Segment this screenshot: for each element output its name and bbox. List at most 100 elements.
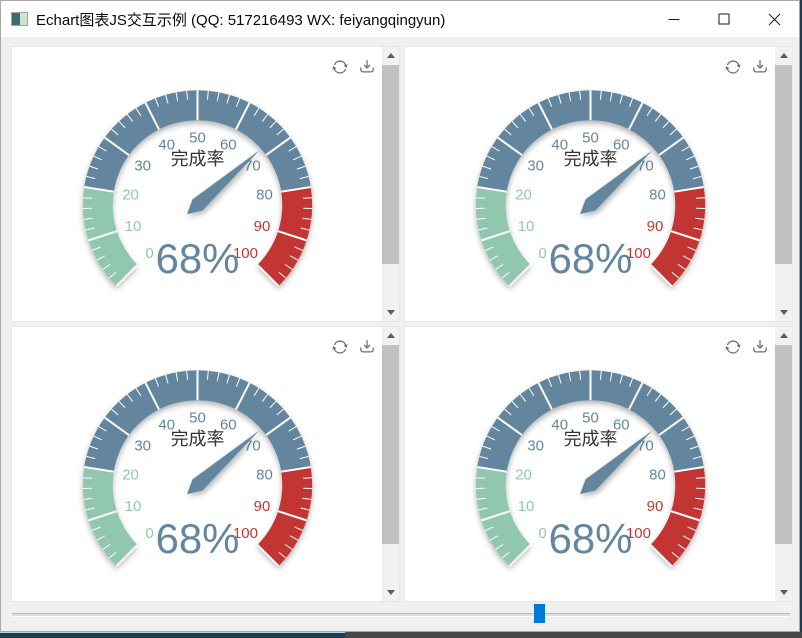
band-segment: [257, 187, 313, 287]
band-segment: [475, 467, 531, 567]
band-segment: [650, 467, 706, 567]
band-segment: [82, 187, 138, 287]
axis-label: 40: [158, 137, 175, 154]
save-image-icon: [360, 340, 374, 353]
scroll-up-icon: [779, 53, 788, 58]
echarts-toolbox: [724, 58, 769, 76]
restore-icon: [725, 340, 741, 354]
scroll-down-button[interactable]: [382, 584, 399, 601]
band-segment: [257, 467, 313, 567]
slider-handle[interactable]: [533, 604, 545, 623]
save-image-button[interactable]: [751, 58, 769, 76]
scroll-down-icon: [779, 310, 788, 315]
axis-label: 60: [220, 417, 237, 434]
scroll-up-icon: [779, 333, 788, 338]
scroll-down-button[interactable]: [775, 304, 792, 321]
axis-label: 60: [613, 137, 630, 154]
vertical-scrollbar[interactable]: [382, 327, 399, 601]
window-controls: [649, 1, 799, 37]
chart-area: 0 10 20 30 40 50 60 70 80 90 100 完成率 68%: [405, 327, 775, 601]
scrollbar-thumb[interactable]: [382, 65, 399, 265]
axis-label: 20: [122, 467, 139, 484]
save-image-button[interactable]: [358, 338, 376, 356]
axis-split-lines: [84, 90, 311, 287]
axis-label: 60: [613, 417, 630, 434]
scrollbar-thumb[interactable]: [382, 345, 399, 545]
bottom-slider[interactable]: [1, 602, 799, 631]
axis-label: 80: [256, 467, 273, 484]
axis-label: 50: [582, 129, 599, 146]
axis-label: 100: [233, 245, 258, 262]
gauge-title: 完成率: [564, 149, 618, 169]
save-image-button[interactable]: [751, 338, 769, 356]
gauge-needle: [187, 150, 260, 215]
scroll-up-button[interactable]: [775, 47, 792, 64]
scrollbar-track[interactable]: [775, 344, 792, 584]
gauge-detail: 68%: [549, 515, 633, 562]
axis-label: 10: [518, 218, 535, 235]
vertical-scrollbar[interactable]: [775, 47, 792, 321]
gauge-needle: [580, 430, 653, 495]
titlebar: Echart图表JS交互示例 (QQ: 517216493 WX: feiyan…: [1, 1, 799, 37]
close-button[interactable]: [749, 1, 799, 37]
axis-label: 90: [647, 218, 664, 235]
axis-label: 0: [538, 245, 546, 262]
save-image-icon: [753, 60, 767, 73]
axis-label: 90: [647, 498, 664, 515]
axis-label: 30: [134, 437, 151, 454]
axis-split-lines: [477, 370, 704, 567]
restore-button[interactable]: [331, 58, 349, 76]
scrollbar-thumb[interactable]: [775, 345, 792, 545]
app-icon-right: [20, 13, 27, 25]
gauge-detail: 68%: [156, 235, 240, 282]
gauge-detail: 68%: [156, 515, 240, 562]
axis-label: 0: [145, 525, 153, 542]
close-icon: [768, 13, 780, 25]
axis-label: 10: [518, 498, 535, 515]
gauge-title: 完成率: [171, 149, 225, 169]
gauge-detail: 68%: [549, 235, 633, 282]
axis-minor-ticks: [475, 370, 706, 559]
axis-label: 30: [527, 157, 544, 174]
vertical-scrollbar[interactable]: [382, 47, 399, 321]
axis-label: 100: [626, 245, 651, 262]
desktop-edge-right: [800, 0, 802, 632]
axis-label: 80: [256, 187, 273, 204]
scrollbar-thumb[interactable]: [775, 65, 792, 265]
restore-icon: [332, 60, 348, 74]
scrollbar-track[interactable]: [775, 64, 792, 304]
restore-button[interactable]: [331, 338, 349, 356]
axis-label: 90: [254, 218, 271, 235]
slider-groove[interactable]: [12, 613, 790, 617]
save-image-button[interactable]: [358, 58, 376, 76]
restore-button[interactable]: [724, 58, 742, 76]
chart-grid: 0 10 20 30 40 50 60 70 80 90 100 完成率 68%: [11, 46, 793, 602]
axis-label: 40: [551, 137, 568, 154]
scroll-up-button[interactable]: [382, 327, 399, 344]
axis-label: 100: [626, 525, 651, 542]
scroll-down-button[interactable]: [775, 584, 792, 601]
scroll-up-button[interactable]: [382, 47, 399, 64]
axis-label: 0: [145, 245, 153, 262]
minimize-button[interactable]: [649, 1, 699, 37]
vertical-scrollbar[interactable]: [775, 327, 792, 601]
band-segment: [82, 467, 138, 567]
chart-area: 0 10 20 30 40 50 60 70 80 90 100 完成率 68%: [12, 47, 382, 321]
scrollbar-track[interactable]: [382, 64, 399, 304]
scroll-down-button[interactable]: [382, 304, 399, 321]
maximize-button[interactable]: [699, 1, 749, 37]
echarts-toolbox: [724, 338, 769, 356]
chart-panel-2: 0 10 20 30 40 50 60 70 80 90 100 完成率 68%: [404, 46, 793, 322]
scroll-up-icon: [386, 333, 395, 338]
chart-panel-4: 0 10 20 30 40 50 60 70 80 90 100 完成率 68%: [404, 326, 793, 602]
scroll-up-button[interactable]: [775, 327, 792, 344]
gauge-title: 完成率: [171, 429, 225, 449]
scrollbar-track[interactable]: [382, 344, 399, 584]
restore-button[interactable]: [724, 338, 742, 356]
app-icon-left: [12, 13, 20, 25]
